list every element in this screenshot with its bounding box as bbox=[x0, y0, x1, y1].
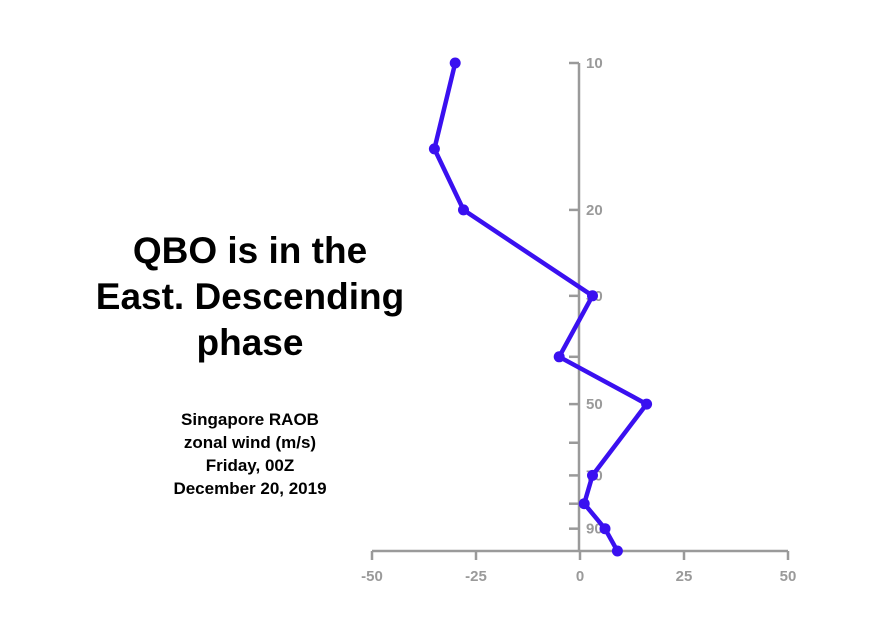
x-tick-label: -50 bbox=[361, 568, 383, 585]
data-point bbox=[458, 204, 469, 216]
data-point bbox=[428, 143, 440, 155]
data-point bbox=[553, 351, 565, 363]
y-tick-label: 10 bbox=[586, 55, 603, 72]
headline-line: QBO is in the bbox=[132, 230, 368, 271]
caption: Singapore RAOB zonal wind (m/s) Friday, … bbox=[120, 408, 380, 500]
data-point bbox=[587, 290, 598, 302]
y-tick-label: 50 bbox=[586, 396, 603, 413]
series-line bbox=[432, 60, 649, 554]
x-tick-label: 0 bbox=[576, 568, 584, 585]
y-tick-label: 90 bbox=[586, 521, 603, 538]
x-tick-label: 25 bbox=[676, 568, 693, 585]
caption-variable: zonal wind (m/s) bbox=[183, 433, 317, 452]
data-point bbox=[599, 523, 611, 535]
x-tick-label: 50 bbox=[780, 568, 797, 585]
data-point bbox=[449, 57, 461, 69]
caption-date: December 20, 2019 bbox=[173, 479, 327, 498]
headline: QBO is in the East. Descending phase bbox=[40, 228, 460, 366]
data-point bbox=[587, 469, 598, 481]
y-tick-label: 20 bbox=[586, 202, 603, 219]
caption-station: Singapore RAOB bbox=[181, 410, 319, 429]
headline-line: East. Descending bbox=[95, 276, 405, 317]
data-point bbox=[611, 545, 623, 557]
caption-time: Friday, 00Z bbox=[205, 456, 295, 475]
x-tick-label: -25 bbox=[465, 568, 487, 585]
data-point bbox=[641, 398, 653, 410]
data-point bbox=[578, 498, 590, 510]
headline-line: phase bbox=[196, 322, 304, 363]
